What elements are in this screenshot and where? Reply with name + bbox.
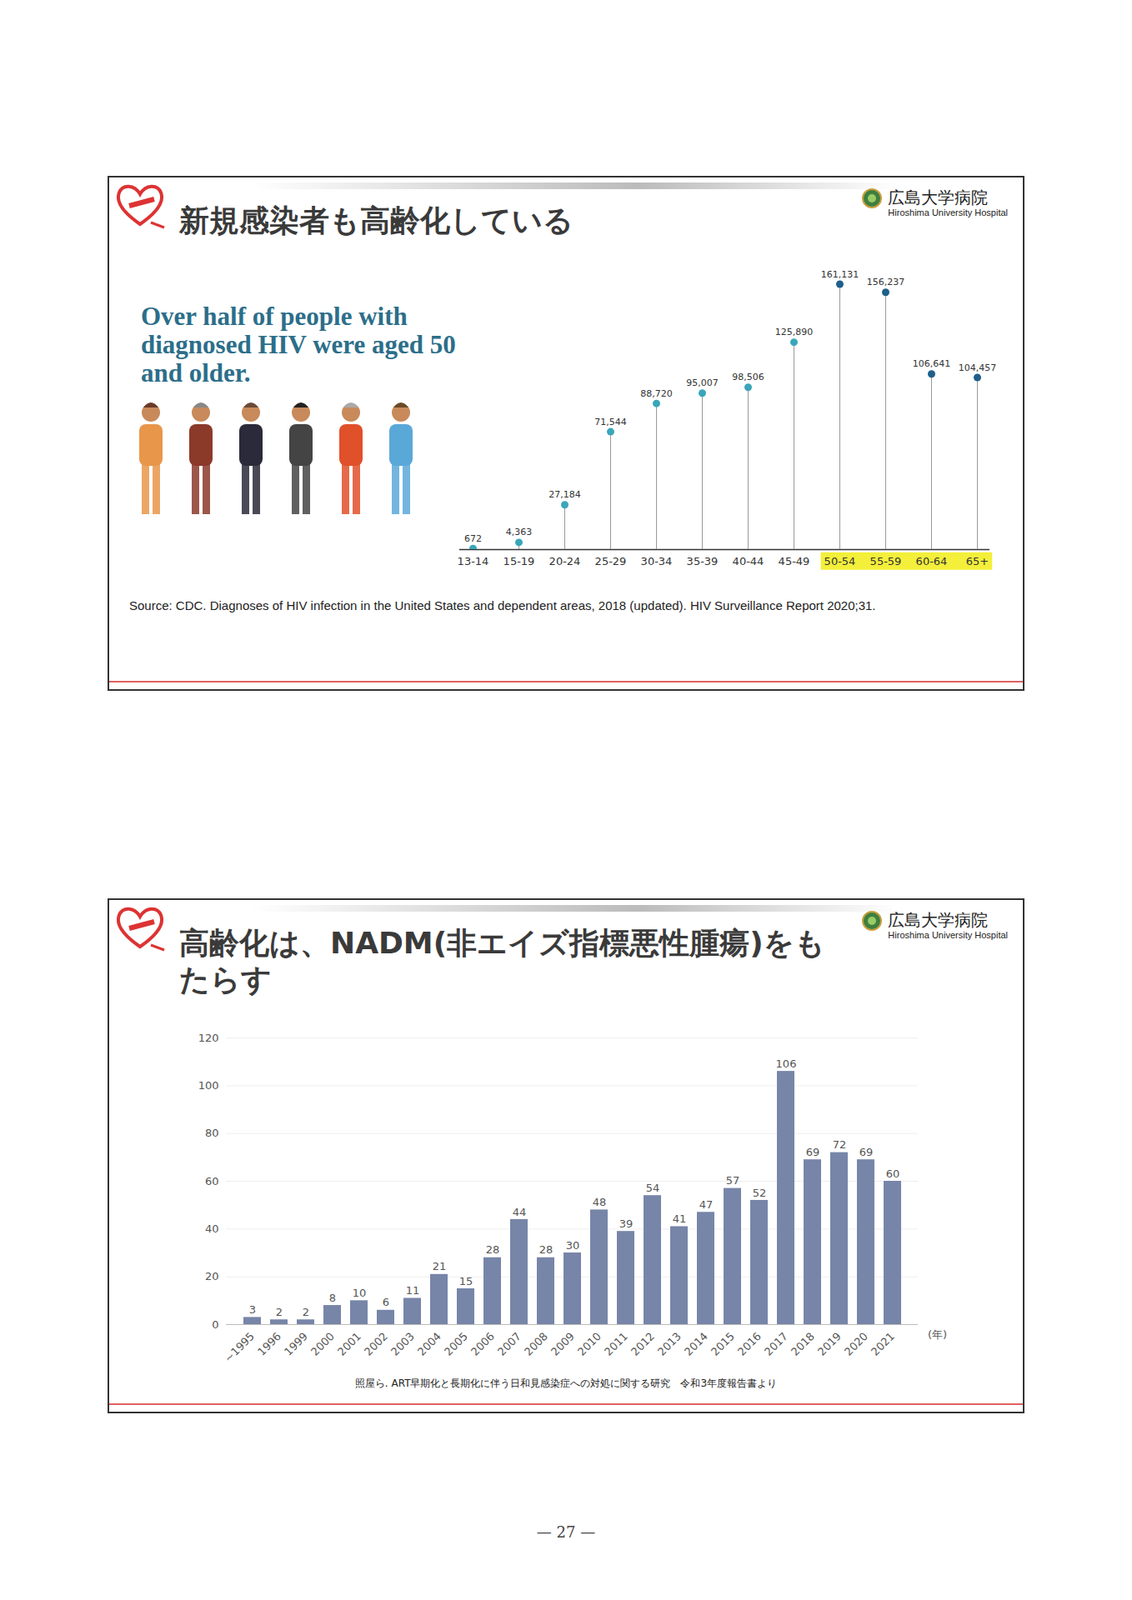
svg-text:2000: 2000 <box>308 1330 337 1359</box>
svg-text:15: 15 <box>459 1275 474 1288</box>
svg-text:2002: 2002 <box>361 1330 391 1359</box>
svg-text:28: 28 <box>485 1243 501 1257</box>
svg-text:25-29: 25-29 <box>595 555 627 568</box>
svg-text:2: 2 <box>275 1306 283 1319</box>
svg-text:44: 44 <box>512 1206 527 1219</box>
svg-text:88,720: 88,720 <box>640 388 673 400</box>
svg-text:2007: 2007 <box>495 1330 524 1359</box>
svg-text:2010: 2010 <box>575 1330 604 1359</box>
svg-text:54: 54 <box>646 1182 661 1195</box>
html-text:新規感染者も高齢化している: 新規感染者も高齢化している <box>179 203 574 238</box>
svg-text:20-24: 20-24 <box>549 555 582 568</box>
svg-text:28: 28 <box>539 1243 554 1257</box>
svg-text:2013: 2013 <box>655 1330 684 1359</box>
svg-text:2005: 2005 <box>441 1330 471 1359</box>
svg-text:120: 120 <box>198 1031 220 1045</box>
svg-text:80: 80 <box>205 1126 220 1140</box>
svg-text:55-59: 55-59 <box>870 555 902 568</box>
svg-text:2017: 2017 <box>761 1330 791 1359</box>
svg-text:2011: 2011 <box>601 1330 631 1359</box>
svg-text:65+: 65+ <box>966 555 989 568</box>
svg-text:69: 69 <box>859 1146 874 1159</box>
svg-text:1996: 1996 <box>255 1330 284 1359</box>
svg-text:50-54: 50-54 <box>824 555 857 568</box>
svg-text:2014: 2014 <box>681 1330 711 1359</box>
svg-text:60: 60 <box>205 1175 220 1188</box>
svg-text:57: 57 <box>726 1174 741 1188</box>
svg-text:104,457: 104,457 <box>958 362 997 374</box>
svg-text:2: 2 <box>302 1306 310 1319</box>
svg-text:45-49: 45-49 <box>778 555 811 568</box>
svg-text:48: 48 <box>592 1196 607 1209</box>
svg-text:161,131: 161,131 <box>821 269 860 281</box>
svg-text:52: 52 <box>752 1187 767 1200</box>
svg-text:2015: 2015 <box>708 1330 737 1359</box>
svg-text:156,237: 156,237 <box>866 276 906 288</box>
svg-text:2021: 2021 <box>868 1330 897 1359</box>
svg-text:106: 106 <box>776 1057 797 1071</box>
svg-text:11: 11 <box>405 1284 421 1298</box>
svg-text:2018: 2018 <box>788 1330 817 1359</box>
svg-text:2009: 2009 <box>548 1330 577 1359</box>
svg-text:2006: 2006 <box>468 1330 497 1359</box>
svg-text:20: 20 <box>205 1270 220 1283</box>
svg-text:2003: 2003 <box>388 1330 417 1359</box>
svg-text:69: 69 <box>806 1146 821 1159</box>
svg-text:30-34: 30-34 <box>641 555 673 568</box>
svg-text:2019: 2019 <box>815 1330 844 1359</box>
svg-text:6: 6 <box>382 1296 390 1309</box>
svg-text:98,506: 98,506 <box>731 371 765 383</box>
svg-text:10: 10 <box>352 1287 367 1300</box>
svg-text:27,184: 27,184 <box>548 489 582 501</box>
html-text:広島大学病院: 広島大学病院 <box>888 187 989 208</box>
svg-text:21: 21 <box>432 1260 447 1273</box>
svg-text:40: 40 <box>205 1222 220 1236</box>
svg-text:40-44: 40-44 <box>732 555 765 568</box>
svg-text:672: 672 <box>464 533 482 545</box>
svg-text:60-64: 60-64 <box>916 555 948 568</box>
svg-text:2020: 2020 <box>841 1330 871 1359</box>
svg-text:15-19: 15-19 <box>503 555 536 568</box>
svg-text:2008: 2008 <box>521 1330 551 1359</box>
svg-text:3: 3 <box>249 1303 256 1317</box>
svg-text:2016: 2016 <box>735 1330 764 1359</box>
html-text:— 27 —: — 27 — <box>536 1523 596 1542</box>
html-text:Source: CDC. Diagnoses of HIV: Source: CDC. Diagnoses of HIV infection … <box>129 598 876 613</box>
html-text:広島大学病院: 広島大学病院 <box>888 910 989 931</box>
svg-text:125,890: 125,890 <box>775 326 814 338</box>
html-text:Hiroshima University Hospital: Hiroshima University Hospital <box>888 207 1008 218</box>
svg-text:30: 30 <box>566 1239 581 1253</box>
html-text:Hiroshima University Hospital: Hiroshima University Hospital <box>888 930 1008 941</box>
svg-text:2001: 2001 <box>335 1330 364 1359</box>
svg-text:13-14: 13-14 <box>457 555 490 568</box>
html-text:照屋ら. ART早期化と長期化に伴う日和見感染症への対処に関: 照屋ら. ART早期化と長期化に伴う日和見感染症への対処に関する研究 令和3年度… <box>355 1377 777 1390</box>
html-text:高齢化は、NADM(非エイズ指標悪性腫瘍)をもたらす: 高齢化は、NADM(非エイズ指標悪性腫瘍)をもたらす <box>179 926 825 997</box>
svg-text:35-39: 35-39 <box>686 555 719 568</box>
svg-text:106,641: 106,641 <box>912 358 952 370</box>
svg-text:41: 41 <box>672 1212 687 1226</box>
svg-text:72: 72 <box>832 1138 847 1152</box>
svg-text:1999: 1999 <box>281 1330 311 1359</box>
html-text:(年): (年) <box>927 1328 948 1342</box>
svg-text:2004: 2004 <box>415 1330 444 1359</box>
svg-text:47: 47 <box>699 1198 714 1212</box>
svg-text:60: 60 <box>886 1167 901 1181</box>
svg-text:2012: 2012 <box>628 1330 657 1359</box>
svg-text:4,363: 4,363 <box>505 526 533 538</box>
svg-text:8: 8 <box>329 1292 336 1305</box>
svg-text:100: 100 <box>198 1079 220 1092</box>
svg-text:0: 0 <box>211 1318 219 1332</box>
svg-text:~1995: ~1995 <box>221 1330 257 1366</box>
svg-text:71,544: 71,544 <box>594 416 627 428</box>
html-text:Over half of people with diagn: Over half of people with diagnosed HIV w… <box>140 301 456 388</box>
svg-text:39: 39 <box>619 1217 634 1231</box>
svg-text:95,007: 95,007 <box>686 377 719 389</box>
